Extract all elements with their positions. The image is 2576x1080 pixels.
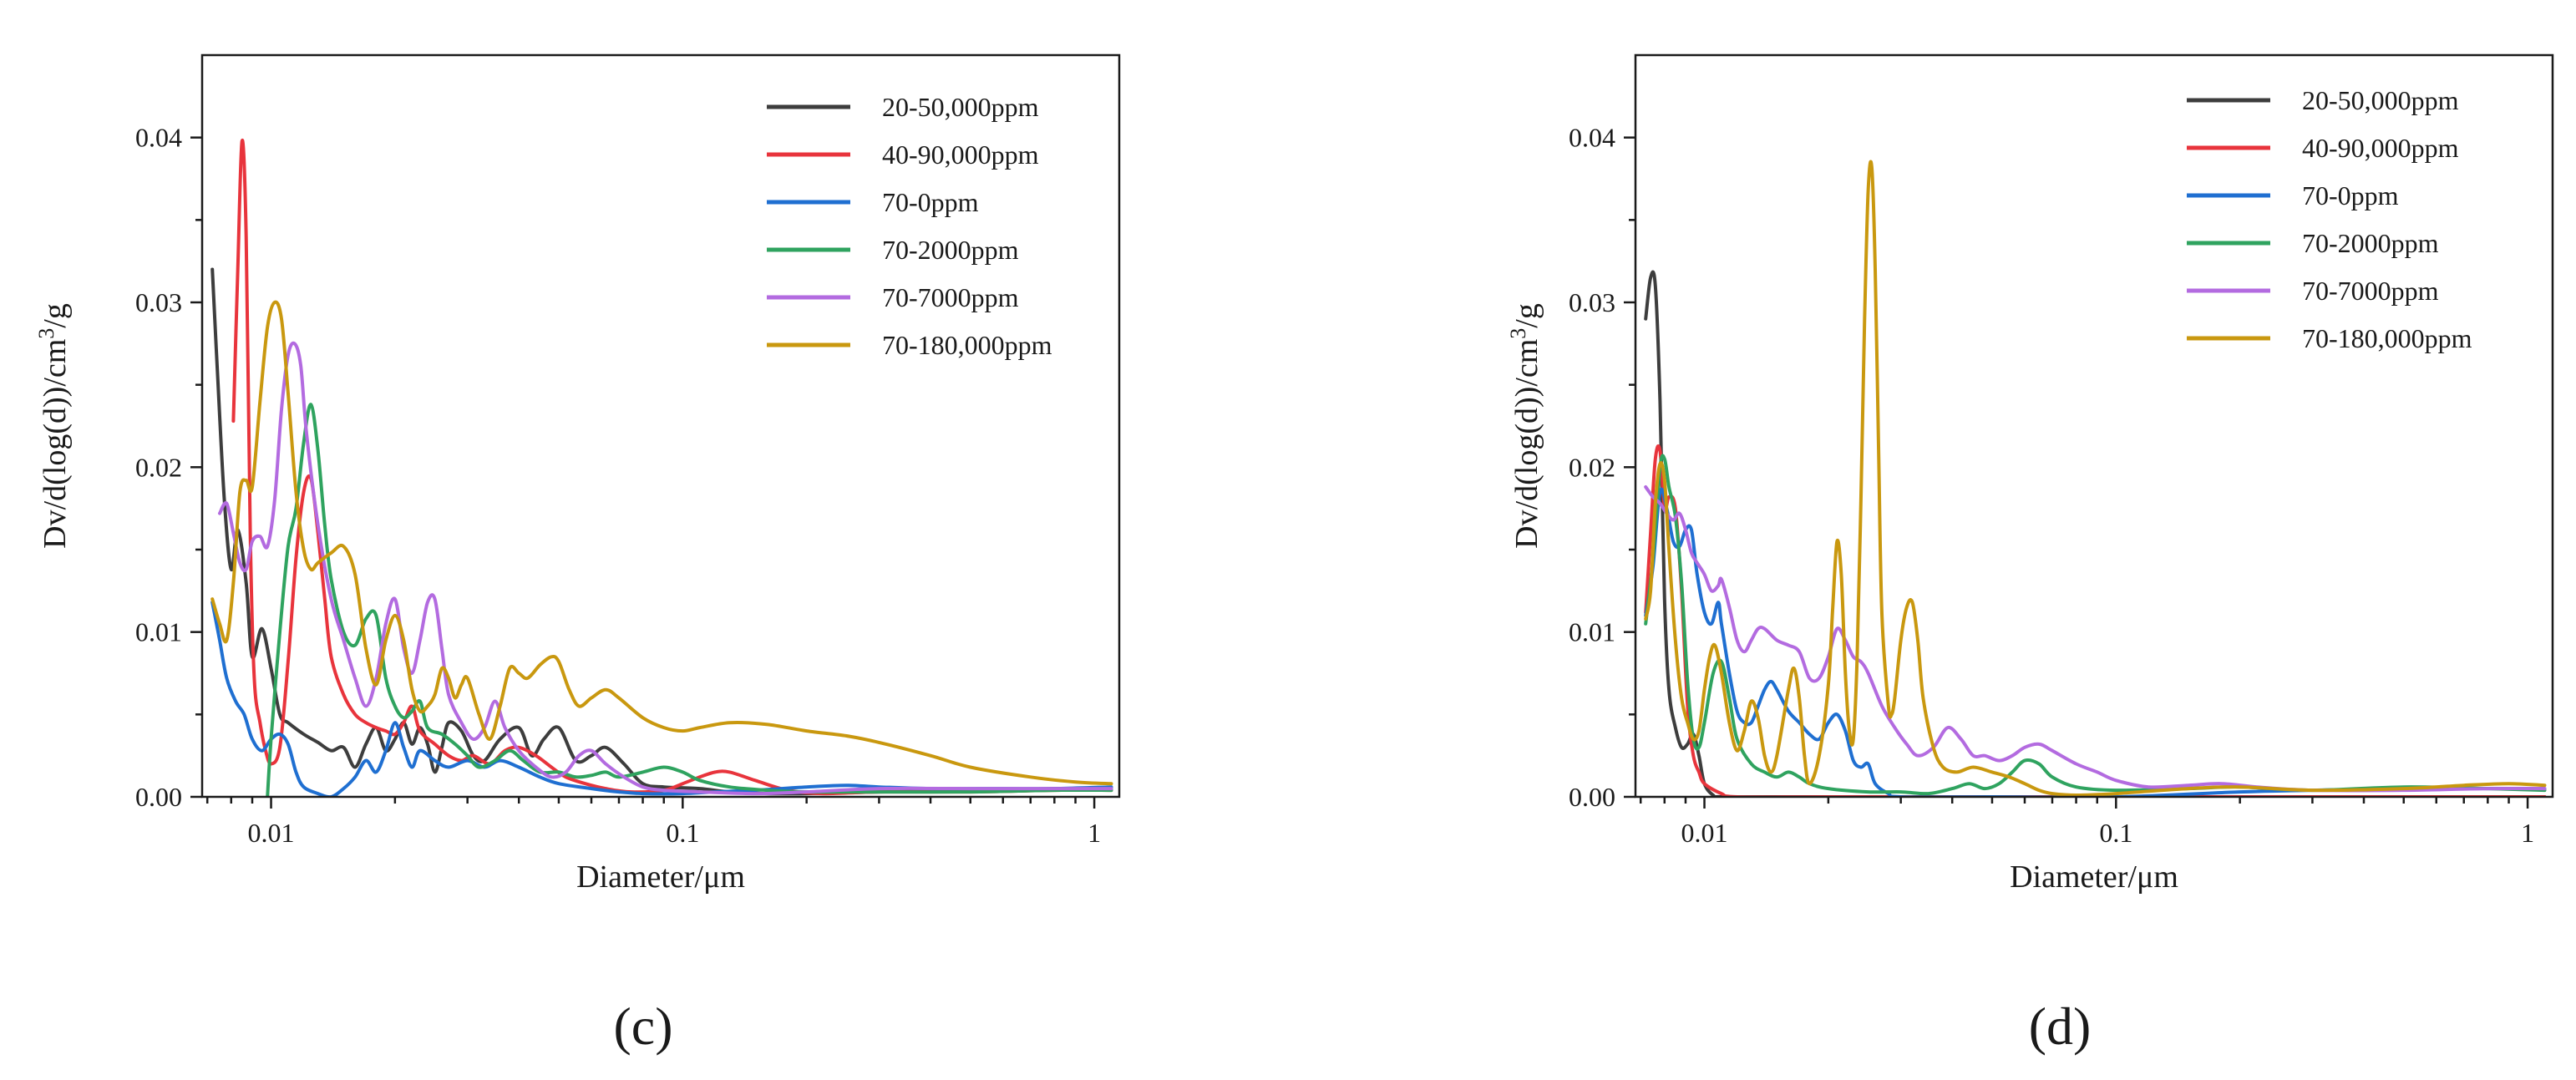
y-axis-title-tail: /g [38, 303, 73, 328]
y-axis-title-main: Dv/d(log(d))/cm [38, 339, 73, 549]
legend-entry-label: 20-50,000ppm [882, 92, 1039, 122]
legend: 20-50,000ppm 40-90,000ppm 70-0ppm 70-2000pp… [767, 92, 1052, 360]
x-tick-label: 0.1 [2099, 818, 2132, 848]
legend-entry-label: 70-7000ppm [882, 282, 1019, 312]
y-tick-label: 0.03 [135, 287, 182, 317]
legend-entry-label: 40-90,000ppm [2302, 133, 2459, 163]
x-tick-label: 1 [2521, 818, 2534, 848]
series-group [1644, 160, 2547, 797]
y-tick-label: 0.04 [1569, 123, 1615, 153]
x-tick-label: 0.01 [248, 818, 295, 848]
legend-entry-label: 70-180,000ppm [2302, 323, 2472, 353]
chart-panel-c: 0.01 0.1 1 0.00 0.01 0.02 0.03 0.04 Diameter/μm D… [34, 53, 1121, 1056]
panel-label: (c) [613, 996, 672, 1056]
legend-entry-label: 70-0ppm [2302, 180, 2399, 210]
legend-entry-label: 70-2000ppm [882, 235, 1019, 265]
legend-entry-label: 70-0ppm [882, 187, 979, 217]
series-line-70-7000ppm [218, 341, 1113, 796]
series-line-40-90-000ppm [1644, 444, 2547, 797]
y-axis-title: Dv/d(log(d))/cm3/g [1506, 303, 1544, 549]
panel-label: (d) [2029, 996, 2092, 1056]
legend-entry-label: 70-180,000ppm [882, 330, 1052, 360]
y-tick-label: 0.01 [135, 617, 182, 647]
y-tick-label: 0.04 [135, 123, 182, 153]
y-axis-title-tail: /g [1509, 303, 1544, 328]
x-tick-label: 0.1 [666, 818, 699, 848]
y-axis-title-sup: 3 [34, 328, 58, 339]
series-line-70-180-000ppm [1644, 160, 2547, 797]
legend-entry-label: 40-90,000ppm [882, 139, 1039, 170]
series-line-20-50-000ppm [210, 267, 1113, 796]
legend-entry-label: 70-2000ppm [2302, 228, 2439, 258]
y-tick-label: 0.01 [1569, 617, 1615, 647]
series-line-70-180-000ppm [210, 300, 1113, 786]
x-axis-title: Diameter/μm [2010, 859, 2178, 895]
series-group [210, 138, 1113, 797]
x-tick-label: 0.01 [1681, 818, 1728, 848]
series-line-70-0ppm [1644, 487, 2547, 797]
legend: 20-50,000ppm 40-90,000ppm 70-0ppm 70-2000pp… [2187, 85, 2472, 353]
y-tick-label: 0.02 [1569, 452, 1615, 482]
x-axis-title: Diameter/μm [576, 859, 745, 895]
y-tick-label: 0.02 [135, 452, 182, 482]
chart-panel-d: 0.01 0.1 1 0.00 0.01 0.02 0.03 0.04 Diameter/μm D… [1506, 53, 2554, 1056]
y-tick-label: 0.03 [1569, 287, 1615, 317]
y-axis-title-main: Dv/d(log(d))/cm [1509, 339, 1544, 549]
series-line-70-2000ppm [266, 403, 1113, 797]
y-axis-title: Dv/d(log(d))/cm3/g [34, 303, 73, 549]
legend-entry-label: 20-50,000ppm [2302, 85, 2459, 115]
x-tick-label: 1 [1088, 818, 1101, 848]
legend-entry-label: 70-7000ppm [2302, 276, 2439, 306]
y-axis-title-sup: 3 [1506, 328, 1530, 339]
plot-frame [200, 53, 1121, 799]
y-tick-label: 0.00 [1569, 782, 1615, 812]
plot-frame [1634, 53, 2554, 799]
y-tick-label: 0.00 [135, 782, 182, 812]
